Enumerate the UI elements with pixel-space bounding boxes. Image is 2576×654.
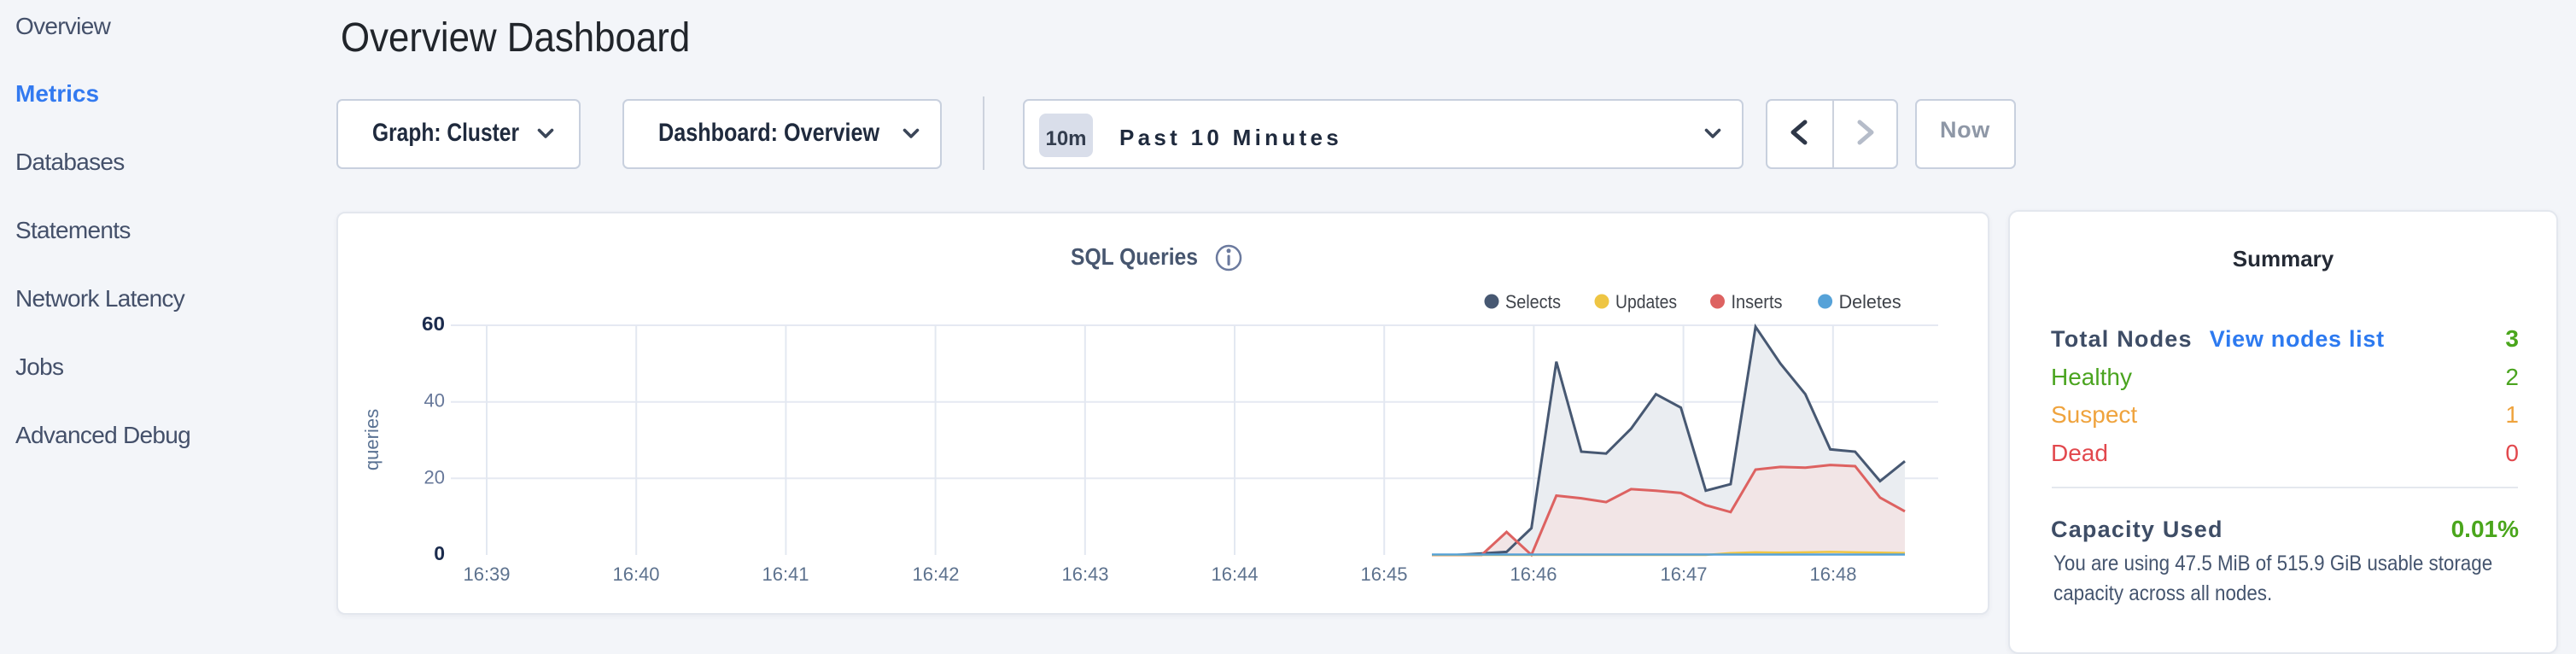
svg-text:16:44: 16:44 bbox=[1211, 563, 1258, 585]
svg-text:16:39: 16:39 bbox=[463, 563, 510, 585]
svg-text:16:48: 16:48 bbox=[1809, 563, 1856, 585]
svg-text:20: 20 bbox=[424, 466, 445, 488]
svg-text:16:40: 16:40 bbox=[612, 563, 659, 585]
svg-text:queries: queries bbox=[361, 409, 383, 470]
svg-text:16:42: 16:42 bbox=[912, 563, 959, 585]
svg-text:16:45: 16:45 bbox=[1360, 563, 1407, 585]
svg-text:40: 40 bbox=[424, 390, 445, 412]
svg-text:Deletes: Deletes bbox=[1839, 291, 1901, 312]
svg-text:SQL Queries: SQL Queries bbox=[1071, 243, 1198, 270]
svg-text:16:47: 16:47 bbox=[1660, 563, 1707, 585]
svg-text:16:46: 16:46 bbox=[1510, 563, 1557, 585]
svg-text:16:41: 16:41 bbox=[762, 563, 809, 585]
svg-text:16:43: 16:43 bbox=[1061, 563, 1108, 585]
svg-text:0: 0 bbox=[434, 542, 445, 564]
svg-text:Selects: Selects bbox=[1505, 291, 1561, 312]
svg-text:Inserts: Inserts bbox=[1732, 291, 1783, 312]
svg-text:60: 60 bbox=[422, 312, 445, 335]
svg-text:Updates: Updates bbox=[1615, 291, 1677, 312]
